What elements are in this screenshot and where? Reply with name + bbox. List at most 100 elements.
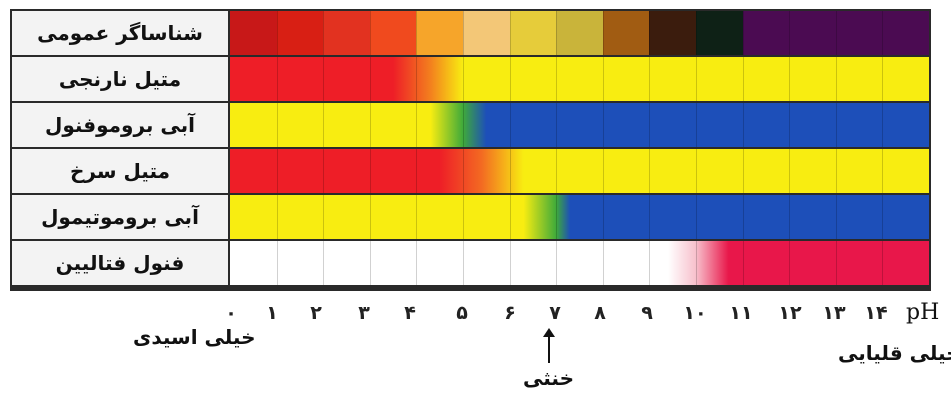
ph-tick-5: ۵	[456, 302, 468, 324]
grid-line	[696, 57, 697, 101]
grid-line	[276, 195, 278, 239]
grid-line	[276, 149, 278, 193]
grid-line	[509, 195, 511, 239]
grid-line	[696, 241, 697, 285]
ph-tick-12: ۱۲	[778, 302, 802, 324]
grid-line	[882, 103, 884, 147]
grid-line	[323, 103, 325, 147]
color-strip	[230, 241, 929, 285]
grid-line	[556, 57, 558, 101]
grid-line	[416, 57, 418, 101]
grid-line	[556, 241, 558, 285]
grid-line	[789, 195, 791, 239]
grid-line	[323, 241, 325, 285]
grid-line	[649, 11, 651, 55]
color-cell	[556, 11, 604, 55]
grid-line	[276, 57, 278, 101]
grid-line	[509, 103, 511, 147]
ph-tick-6: ۶	[504, 302, 516, 324]
ph-tick-0: ۰	[225, 302, 237, 324]
color-cell	[463, 11, 511, 55]
grid-line	[556, 195, 558, 239]
ph-tick-7: ۷	[549, 302, 561, 324]
indicator-label: شناساگر عمومی	[12, 11, 230, 55]
indicator-row-methyl-orange: متیل نارنجی	[12, 57, 929, 103]
color-strip	[230, 195, 929, 239]
grid-line	[835, 241, 837, 285]
color-strip	[230, 103, 929, 147]
color-cell	[230, 11, 278, 55]
grid-line	[835, 57, 837, 101]
grid-line	[789, 11, 791, 55]
caption-very-basic: خیلی قلیایی	[838, 341, 951, 365]
grid-line	[602, 57, 604, 101]
grid-line	[835, 11, 837, 55]
color-cell	[602, 11, 650, 55]
color-cell	[323, 11, 371, 55]
grid-line	[835, 149, 837, 193]
grid-line	[369, 241, 371, 285]
grid-line	[649, 103, 651, 147]
grid-line	[463, 149, 464, 193]
indicator-label: فنول فتالیین	[12, 241, 230, 285]
indicator-row-universal: شناساگر عمومی	[12, 11, 930, 57]
ph-tick-1: ۱	[266, 302, 278, 324]
grid-line	[463, 241, 464, 285]
grid-line	[556, 103, 558, 147]
grid-line	[789, 57, 791, 101]
grid-line	[789, 241, 791, 285]
grid-line	[882, 57, 884, 101]
caption-neutral: خنثی	[523, 366, 574, 390]
ph-tick-11: ۱۱	[729, 302, 753, 324]
color-cell	[509, 11, 557, 55]
grid-line	[463, 195, 464, 239]
indicator-label: آبی بروموتیمول	[12, 195, 230, 239]
indicator-row-methyl-red: متیل سرخ	[12, 149, 929, 195]
grid-line	[323, 195, 325, 239]
grid-line	[416, 149, 418, 193]
grid-line	[323, 149, 325, 193]
grid-line	[649, 241, 651, 285]
grid-line	[369, 195, 371, 239]
grid-line	[276, 241, 278, 285]
grid-line	[369, 57, 371, 101]
grid-line	[696, 149, 697, 193]
grid-line	[649, 57, 651, 101]
indicator-chart: شناساگر عمومی متیل نارنجی آبی بروموفنول متی…	[10, 9, 931, 291]
indicator-label: متیل نارنجی	[12, 57, 230, 101]
grid-line	[463, 57, 464, 101]
grid-line	[369, 149, 371, 193]
indicator-label: متیل سرخ	[12, 149, 230, 193]
grid-line	[882, 11, 884, 55]
grid-line	[509, 57, 511, 101]
color-strip	[230, 57, 929, 101]
grid-line	[416, 11, 418, 55]
grid-line	[369, 103, 371, 147]
grid-line	[696, 103, 697, 147]
grid-line	[742, 57, 744, 101]
grid-line	[602, 241, 604, 285]
grid-line	[276, 11, 278, 55]
grid-line	[602, 195, 604, 239]
grid-line	[882, 195, 884, 239]
grid-line	[509, 11, 511, 55]
indicator-label: آبی بروموفنول	[12, 103, 230, 147]
grid-line	[742, 149, 744, 193]
grid-line	[882, 149, 884, 193]
ph-tick-14: ۱۴	[864, 302, 888, 324]
grid-line	[276, 103, 278, 147]
grid-line	[509, 241, 511, 285]
color-cell	[276, 11, 324, 55]
grid-line	[323, 57, 325, 101]
ph-tick-4: ۴	[404, 302, 416, 324]
color-cell	[742, 11, 790, 55]
caption-very-acidic: خیلی اسیدی	[133, 325, 256, 349]
grid-line	[742, 241, 744, 285]
ph-axis-label: pH	[906, 300, 940, 325]
grid-line	[835, 103, 837, 147]
color-cell	[649, 11, 697, 55]
color-strip	[230, 149, 929, 193]
color-cell	[416, 11, 464, 55]
grid-line	[649, 149, 651, 193]
ph-tick-10: ۱۰	[683, 302, 707, 324]
